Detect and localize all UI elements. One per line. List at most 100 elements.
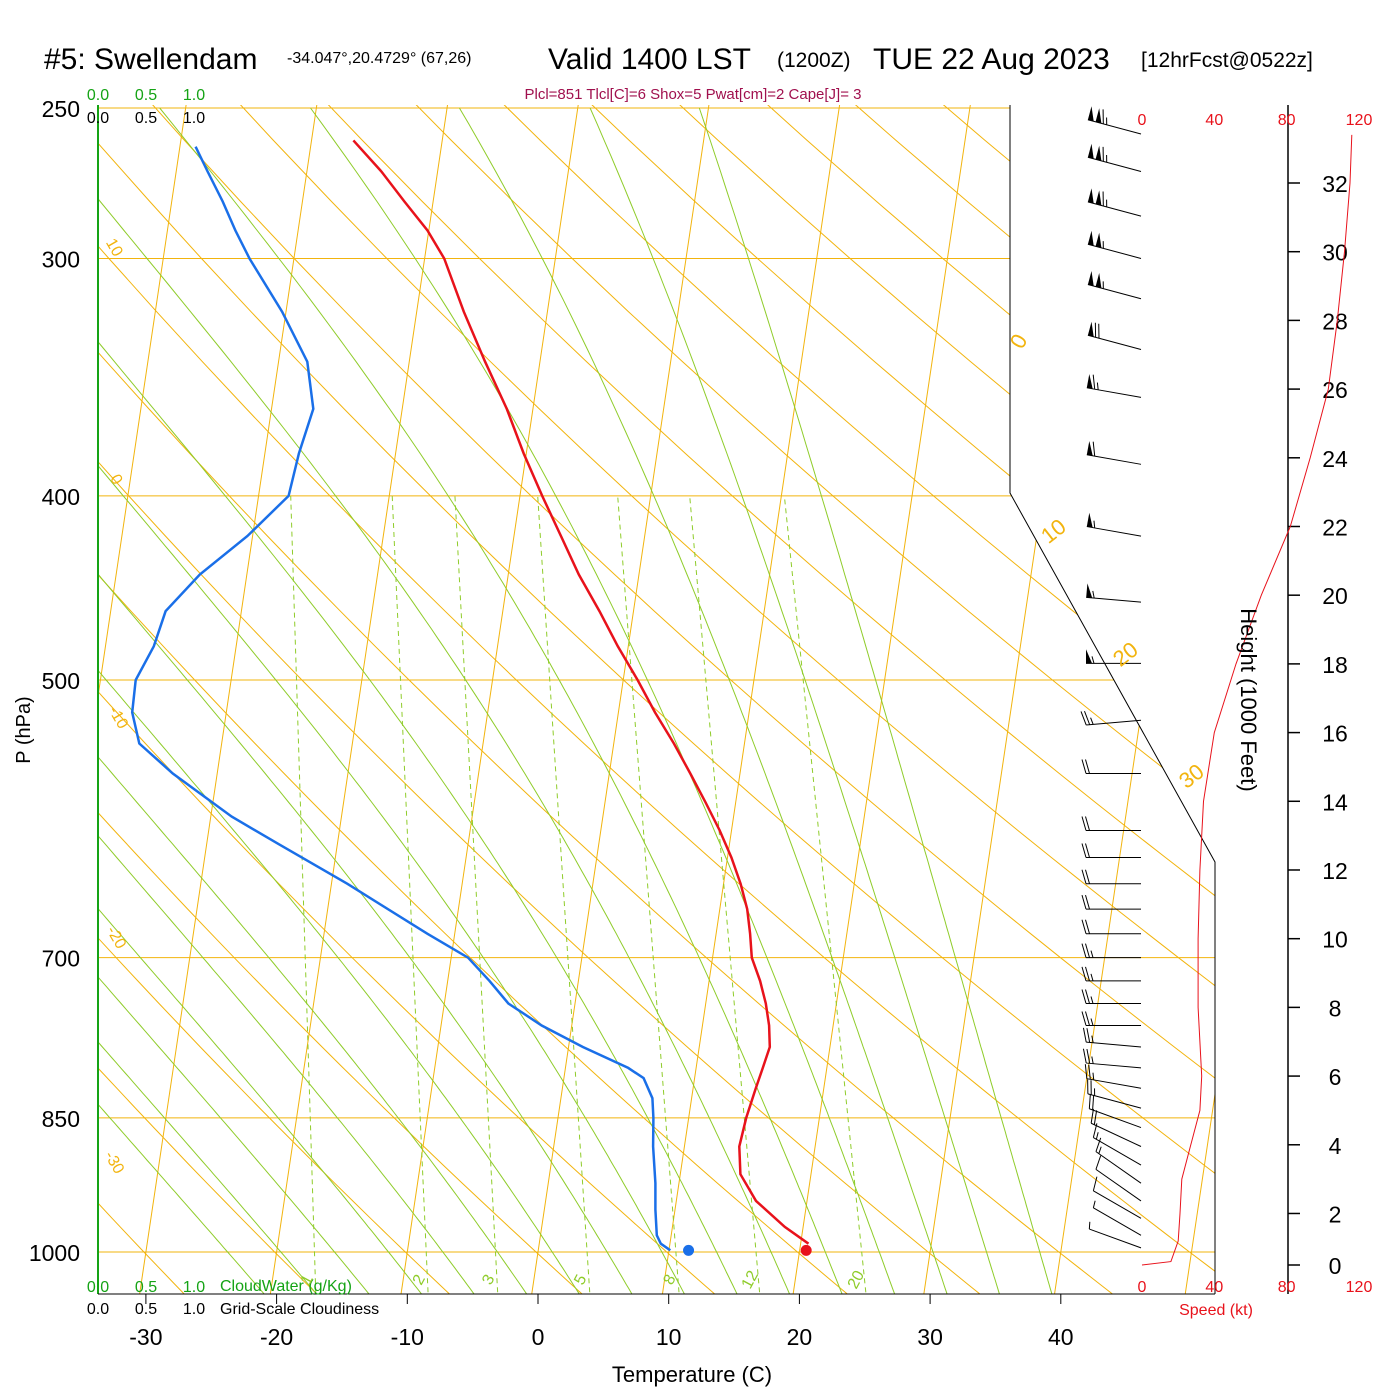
title-group: #5: Swellendam -34.047°,20.4729° (67,26)… xyxy=(44,43,1313,103)
cloudwater-label: CloudWater (g/Kg) xyxy=(220,1278,352,1295)
wind-barb-pennant xyxy=(1086,441,1093,456)
moist-adiabat-line xyxy=(458,107,950,1294)
axis-labels: Temperature (C) P (hPa) Height (1000 Fee… xyxy=(13,87,1261,1387)
height-tick-label: 28 xyxy=(1322,308,1348,334)
wind-barb-shaft xyxy=(1090,1122,1142,1147)
wind-barb-shaft xyxy=(1093,1137,1142,1166)
moist-adiabat-line xyxy=(159,107,845,1294)
mixing-ratio-line xyxy=(617,495,680,1293)
cloud-scale-bottom-black: 0.5 xyxy=(135,1301,157,1318)
pressure-tick-label: 700 xyxy=(42,946,80,972)
wind-barb-shaft xyxy=(1093,1190,1142,1219)
moist-adiabat-line xyxy=(98,107,375,1294)
wind-barb-flag xyxy=(1084,1064,1088,1079)
mixing-ratio-line xyxy=(454,495,499,1293)
height-tick-label: 2 xyxy=(1329,1201,1342,1227)
wind-barb xyxy=(1081,759,1141,775)
dry-adiabat-label: 10 xyxy=(102,236,126,260)
dry-adiabat-line xyxy=(124,105,1215,1294)
wind-barb xyxy=(1087,188,1142,217)
wind-barb-pennant xyxy=(1095,190,1102,206)
isotherm-label: 30 xyxy=(1174,759,1209,794)
height-tick-label: 20 xyxy=(1322,583,1348,609)
cloud-scale-bottom-green: 0.0 xyxy=(87,1279,109,1296)
moist-adiabat-line xyxy=(98,107,584,1294)
wind-barb-flag xyxy=(1081,843,1087,858)
height-tick-label: 16 xyxy=(1322,721,1348,747)
speed-axis-title: Speed (kt) xyxy=(1179,1302,1253,1319)
height-tick-label: 24 xyxy=(1322,446,1348,472)
wind-barb-flag xyxy=(1080,711,1087,726)
mixing-ratio-line xyxy=(391,495,429,1293)
wind-barb-pennant xyxy=(1095,273,1102,289)
wind-barb xyxy=(1087,1079,1142,1109)
wind-barb-shaft xyxy=(1095,1168,1142,1202)
wind-barb xyxy=(1087,106,1142,135)
moist-adiabat-line xyxy=(98,107,480,1294)
dry-adiabat-label: -10 xyxy=(105,703,131,732)
wind-barb xyxy=(1086,649,1141,664)
speed-scale-top: 40 xyxy=(1205,112,1223,129)
wind-barb-flag xyxy=(1081,943,1087,958)
wind-barb xyxy=(1087,143,1142,172)
dry-adiabat-line xyxy=(559,105,1215,1294)
wind-barb-halfflag xyxy=(1090,973,1094,982)
data-layer xyxy=(130,139,812,1256)
wind-barb-flag xyxy=(1085,919,1090,934)
wind-barb-shaft xyxy=(1089,1228,1142,1249)
wind-barb xyxy=(1080,710,1142,726)
wind-barb-pennant xyxy=(1095,108,1102,124)
isotherm-line xyxy=(530,105,714,1294)
wind-barb-shaft xyxy=(1089,1108,1142,1129)
wind-barb xyxy=(1081,894,1141,910)
height-tick-label: 6 xyxy=(1329,1064,1342,1090)
moist-adiabat-line xyxy=(98,107,532,1294)
y-axis-title: P (hPa) xyxy=(13,696,35,763)
dry-adiabat-line xyxy=(98,105,590,1294)
dry-adiabat-line xyxy=(98,105,1215,1294)
wind-barb xyxy=(1081,816,1141,831)
height-tick-label: 8 xyxy=(1329,995,1342,1021)
isotherm-label: 10 xyxy=(1036,514,1071,549)
wind-barb-flag xyxy=(1085,759,1090,774)
mixing-ratio-line xyxy=(689,495,761,1293)
wind-barb xyxy=(1084,1064,1142,1089)
moist-adiabat-line xyxy=(98,107,427,1294)
wind-barb-flag xyxy=(1081,894,1087,910)
wind-barb xyxy=(1081,966,1141,982)
surface-temperature-dot xyxy=(800,1244,812,1256)
wind-barb-flag xyxy=(1092,374,1096,390)
wind-barb-flag xyxy=(1095,1137,1102,1152)
height-tick-label: 18 xyxy=(1322,652,1348,678)
wind-barb-pennant xyxy=(1087,271,1094,286)
wind-barb xyxy=(1081,919,1141,935)
wind-barb xyxy=(1082,1048,1142,1069)
wind-barb xyxy=(1092,1200,1142,1236)
cloud-scale-bottom-black: 0.0 xyxy=(87,1301,109,1318)
wind-barb-flag xyxy=(1095,1155,1102,1170)
wind-barb-flag xyxy=(1081,816,1087,831)
wind-barb-halfflag xyxy=(1092,590,1095,599)
wind-barb-shaft xyxy=(1087,119,1142,135)
moist-adiabat-line xyxy=(698,107,1055,1294)
wind-barb xyxy=(1082,1027,1142,1048)
mixing-ratio-label: 12 xyxy=(739,1268,762,1292)
wind-barb-halfflag xyxy=(1093,520,1096,529)
moist-adiabat-line xyxy=(98,186,270,1294)
dry-adiabat-line xyxy=(98,105,988,1294)
wind-barb-pennant xyxy=(1087,230,1094,246)
wind-barb xyxy=(1087,321,1142,351)
wind-barb-halfflag xyxy=(1090,1018,1094,1026)
wind-barb xyxy=(1081,1011,1141,1027)
wind-barb-pennant xyxy=(1087,143,1094,159)
wind-barb xyxy=(1088,1221,1142,1249)
height-tick-label: 14 xyxy=(1322,789,1348,815)
wind-barb xyxy=(1092,1176,1142,1219)
wind-barb-flag xyxy=(1081,759,1087,774)
wind-barb-flag xyxy=(1081,919,1087,934)
speed-scale-bottom: 0 xyxy=(1138,1279,1147,1296)
title-forecast: [12hrFcst@0522z] xyxy=(1141,49,1313,72)
cloudiness-label: Grid-Scale Cloudiness xyxy=(220,1301,379,1318)
wind-barb-shaft xyxy=(1086,1041,1142,1048)
